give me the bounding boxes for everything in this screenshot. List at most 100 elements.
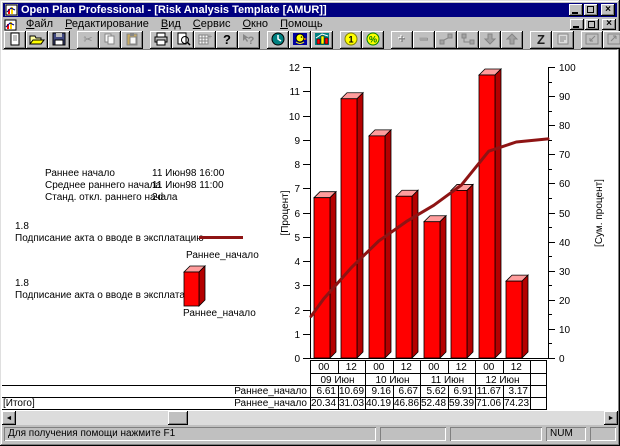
- new-document-icon: [7, 32, 23, 49]
- minimize-button[interactable]: [569, 4, 583, 16]
- table-cell-partial: [530, 386, 547, 397]
- add-activity-icon: + + +: [394, 31, 410, 49]
- svg-text:80: 80: [559, 121, 571, 132]
- svg-text:90: 90: [559, 92, 571, 103]
- risk-analysis-button[interactable]: [311, 31, 333, 49]
- table-cell: 11.67: [475, 386, 501, 397]
- menu-1[interactable]: Редактирование: [65, 18, 149, 30]
- stat-label: Среднее раннего начала: [45, 180, 161, 191]
- svg-text:+: +: [398, 32, 405, 46]
- toolbar: ✂ +?? 1% + + + Z: [3, 31, 620, 50]
- status-help-text: Для получения помощи нажмите F1: [4, 427, 376, 441]
- legend-bar-value: 1.8: [15, 278, 29, 289]
- table-cell: 20.34: [310, 398, 337, 409]
- table-cell: 31.03: [338, 398, 365, 409]
- stat-value: 11 Июн98 11:00: [152, 180, 224, 191]
- svg-text:?: ?: [223, 32, 231, 46]
- legend-line-block: 1.8 Подписание акта о вводе в эксплатаци…: [15, 221, 204, 245]
- document-icon[interactable]: [4, 18, 17, 31]
- save-file-icon: [51, 32, 67, 49]
- stat-row-2: Станд. откл. раннего начала 2d: [45, 192, 178, 204]
- add-activity-button[interactable]: + + +: [391, 31, 413, 49]
- insert-table-button[interactable]: +: [194, 31, 216, 49]
- print-preview-button[interactable]: [172, 31, 194, 49]
- horizontal-scrollbar[interactable]: ◄ ►: [2, 411, 618, 425]
- risk-analysis-icon: [314, 32, 330, 49]
- svg-text:1: 1: [348, 34, 353, 44]
- legend-bar-label: Подписание акта о вводе в эксплатацию: [15, 290, 204, 301]
- table-series-label: Раннее_начало: [234, 386, 307, 397]
- svg-text:12: 12: [289, 63, 301, 74]
- stat-label: Станд. откл. раннего начала: [45, 192, 178, 203]
- legend-bar-block: 1.8 Подписание акта о вводе в эксплатаци…: [15, 278, 204, 302]
- help-button[interactable]: ?: [216, 31, 238, 49]
- legend-line-marker: [199, 236, 243, 239]
- cut-button[interactable]: ✂: [77, 31, 99, 49]
- table-cell: 5.62: [420, 386, 448, 397]
- copy-button[interactable]: [99, 31, 121, 49]
- paste-button[interactable]: [121, 31, 143, 49]
- table-cell: 6.67: [393, 386, 420, 397]
- svg-text:60: 60: [559, 179, 571, 190]
- svg-text:✂: ✂: [83, 34, 92, 46]
- unlink-activities-icon: [460, 32, 476, 49]
- context-help-button[interactable]: ?: [238, 31, 260, 49]
- status-bar: Для получения помощи нажмите F1 NUM: [2, 426, 618, 442]
- notes-button[interactable]: [552, 31, 574, 49]
- svg-text:20: 20: [559, 296, 571, 307]
- svg-text:5: 5: [294, 233, 300, 244]
- help-icon: ?: [219, 32, 235, 49]
- new-document-button[interactable]: [4, 31, 26, 49]
- close-button[interactable]: ×: [601, 4, 615, 16]
- cost-analysis-button[interactable]: 1: [340, 31, 362, 49]
- time-analysis-button[interactable]: [267, 31, 289, 49]
- menu-4[interactable]: Окно: [242, 18, 269, 30]
- resource-analysis-icon: [292, 32, 308, 49]
- svg-text:1: 1: [294, 330, 300, 341]
- menu-3[interactable]: Сервис: [192, 18, 231, 30]
- menu-5[interactable]: Помощь: [280, 18, 323, 30]
- scrollbar-thumb[interactable]: [168, 411, 188, 425]
- svg-text:[Процент]: [Процент]: [280, 190, 291, 235]
- menu-0[interactable]: Файл: [26, 18, 54, 30]
- restore-button[interactable]: [584, 4, 598, 16]
- zoom-button[interactable]: Z: [530, 31, 552, 49]
- save-file-button[interactable]: [48, 31, 70, 49]
- child-restore-button[interactable]: [585, 19, 599, 30]
- move-down-button[interactable]: [479, 31, 501, 49]
- svg-text:6: 6: [294, 209, 300, 220]
- svg-text:12: 12: [511, 362, 523, 373]
- svg-text:100: 100: [559, 63, 576, 74]
- expand-window-button[interactable]: [603, 31, 620, 49]
- statistics-block: Раннее начало 11 Июн98 16:00 Среднее ранне…: [45, 168, 224, 204]
- svg-text:9: 9: [294, 136, 300, 147]
- scroll-right-arrow-icon[interactable]: ►: [604, 411, 618, 425]
- expand-window-icon: [606, 32, 620, 49]
- move-up-icon: [504, 32, 520, 49]
- unlink-activities-button[interactable]: [457, 31, 479, 49]
- resource-analysis-button[interactable]: [289, 31, 311, 49]
- move-up-button[interactable]: [501, 31, 523, 49]
- svg-text:00: 00: [483, 362, 495, 373]
- menu-2[interactable]: Вид: [160, 18, 181, 30]
- child-close-button[interactable]: ×: [602, 19, 616, 30]
- child-minimize-button[interactable]: [570, 19, 584, 30]
- legend-line-label: Подписание акта о вводе в эксплатацию: [15, 233, 204, 244]
- table-cell: 6.61: [310, 386, 338, 397]
- svg-text:40: 40: [559, 238, 571, 249]
- context-help-icon: ?: [241, 32, 257, 49]
- svg-text:11 Июн: 11 Июн: [431, 375, 464, 386]
- print-button[interactable]: [150, 31, 172, 49]
- percent-complete-button[interactable]: %: [362, 31, 384, 49]
- delete-activity-button[interactable]: [413, 31, 435, 49]
- shrink-window-button[interactable]: [581, 31, 603, 49]
- open-file-button[interactable]: [26, 31, 48, 49]
- table-cell: 40.19: [365, 398, 392, 409]
- svg-text:0: 0: [559, 354, 565, 365]
- table-row-histogram: Раннее_начало 6.61 10.69 9.16 6.67 5.62 6.91 11…: [2, 385, 547, 398]
- time-analysis-icon: [270, 32, 286, 49]
- link-activities-button[interactable]: [435, 31, 457, 49]
- table-total-label: [Итого]: [3, 398, 35, 409]
- scroll-left-arrow-icon[interactable]: ◄: [2, 411, 16, 425]
- print-preview-icon: [175, 32, 191, 49]
